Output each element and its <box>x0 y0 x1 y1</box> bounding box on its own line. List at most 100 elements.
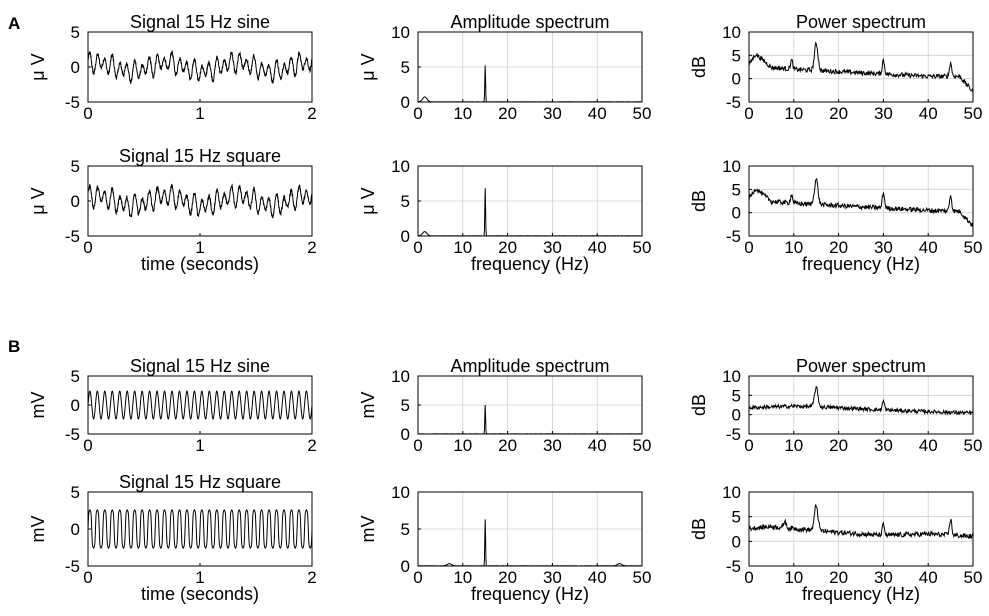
y-tick-label: 0 <box>732 532 741 551</box>
x-tick-label: 1 <box>195 238 204 257</box>
y-tick-label: -5 <box>65 425 80 444</box>
x-tick-label: 30 <box>874 104 893 123</box>
y-axis-label: dB <box>689 394 709 416</box>
x-tick-label: 40 <box>588 436 607 455</box>
y-tick-label: 5 <box>71 367 80 386</box>
chart-title: Signal 15 Hz square <box>119 472 281 492</box>
x-tick-label: 1 <box>195 568 204 587</box>
y-tick-label: 10 <box>722 367 741 386</box>
series-line <box>88 183 312 219</box>
y-tick-label: -5 <box>726 425 741 444</box>
x-tick-label: 0 <box>413 568 422 587</box>
x-tick-label: 10 <box>784 568 803 587</box>
x-tick-label: 20 <box>829 436 848 455</box>
x-axis-label: frequency (Hz) <box>802 584 920 604</box>
y-tick-label: 0 <box>401 425 410 444</box>
chart-title: Power spectrum <box>796 356 926 376</box>
x-tick-label: 0 <box>413 436 422 455</box>
y-axis-label: μ V <box>28 187 48 214</box>
axes-box <box>748 375 974 435</box>
y-axis-label: mV <box>28 392 48 419</box>
x-tick-label: 20 <box>498 568 517 587</box>
x-tick-label: 0 <box>83 238 92 257</box>
y-tick-label: -5 <box>726 227 741 246</box>
x-tick-label: 0 <box>83 104 92 123</box>
panel-label-b: B <box>8 337 21 356</box>
x-tick-label: 50 <box>633 568 652 587</box>
y-tick-label: 5 <box>732 180 741 199</box>
y-tick-label: 10 <box>722 23 741 42</box>
y-axis-label: dB <box>689 56 709 78</box>
chart-B-amp-sine: 0 10 20 30 40 50 0 5 10 Amplitude spectrum mV <box>358 356 651 455</box>
axes-box <box>748 491 974 567</box>
y-axis-label: mV <box>358 516 378 543</box>
x-tick-label: 0 <box>744 568 753 587</box>
y-axis-label: μ V <box>358 187 378 214</box>
chart-title: Amplitude spectrum <box>450 12 609 32</box>
x-tick-label: 10 <box>453 568 472 587</box>
x-tick-label: 40 <box>919 568 938 587</box>
y-tick-label: 10 <box>391 367 410 386</box>
x-tick-label: 20 <box>498 238 517 257</box>
x-tick-label: 0 <box>83 568 92 587</box>
x-tick-label: 20 <box>829 568 848 587</box>
y-tick-label: 10 <box>391 483 410 502</box>
y-tick-label: 5 <box>401 520 410 539</box>
x-tick-label: 20 <box>829 238 848 257</box>
chart-A-amp-sine: 0 10 20 30 40 50 0 5 10 Amplitude spectrum μ V <box>358 12 651 123</box>
y-axis-label: dB <box>689 190 709 212</box>
x-tick-label: 30 <box>874 436 893 455</box>
chart-title: Amplitude spectrum <box>450 356 609 376</box>
panel-label-a: A <box>8 14 21 33</box>
x-tick-label: 10 <box>784 436 803 455</box>
y-axis-label: mV <box>358 392 378 419</box>
x-tick-label: 40 <box>588 238 607 257</box>
x-tick-label: 0 <box>83 436 92 455</box>
x-axis-label: time (seconds) <box>141 584 259 604</box>
y-tick-label: 0 <box>401 557 410 576</box>
y-tick-label: 10 <box>391 157 410 176</box>
y-tick-label: 0 <box>71 396 80 415</box>
y-axis-label: mV <box>28 516 48 543</box>
x-tick-label: 50 <box>964 568 983 587</box>
series-line <box>88 390 312 420</box>
x-tick-label: 1 <box>195 104 204 123</box>
x-tick-label: 50 <box>964 436 983 455</box>
y-axis-label: dB <box>689 518 709 540</box>
series-line <box>88 509 312 549</box>
axes-box <box>748 165 974 237</box>
chart-title: Signal 15 Hz sine <box>130 356 270 376</box>
x-tick-label: 10 <box>453 104 472 123</box>
x-tick-label: 2 <box>307 568 316 587</box>
x-tick-label: 0 <box>744 436 753 455</box>
x-tick-label: 30 <box>874 568 893 587</box>
x-tick-label: 30 <box>874 238 893 257</box>
series-line <box>418 188 642 236</box>
x-tick-label: 40 <box>919 238 938 257</box>
y-tick-label: 0 <box>71 192 80 211</box>
y-tick-label: -5 <box>65 227 80 246</box>
axes-box <box>748 31 974 103</box>
series-line <box>749 385 973 416</box>
x-tick-label: 50 <box>964 104 983 123</box>
x-tick-label: 20 <box>498 104 517 123</box>
x-tick-label: 10 <box>784 104 803 123</box>
y-axis-label: μ V <box>28 53 48 80</box>
y-tick-label: -5 <box>65 557 80 576</box>
y-tick-label: 5 <box>732 386 741 405</box>
x-axis-label: frequency (Hz) <box>471 254 589 274</box>
y-tick-label: 5 <box>71 23 80 42</box>
x-tick-label: 10 <box>453 436 472 455</box>
x-axis-label: frequency (Hz) <box>471 584 589 604</box>
x-axis-label: time (seconds) <box>141 254 259 274</box>
y-tick-label: 5 <box>401 58 410 77</box>
y-tick-label: 0 <box>401 93 410 112</box>
y-tick-label: 0 <box>401 227 410 246</box>
